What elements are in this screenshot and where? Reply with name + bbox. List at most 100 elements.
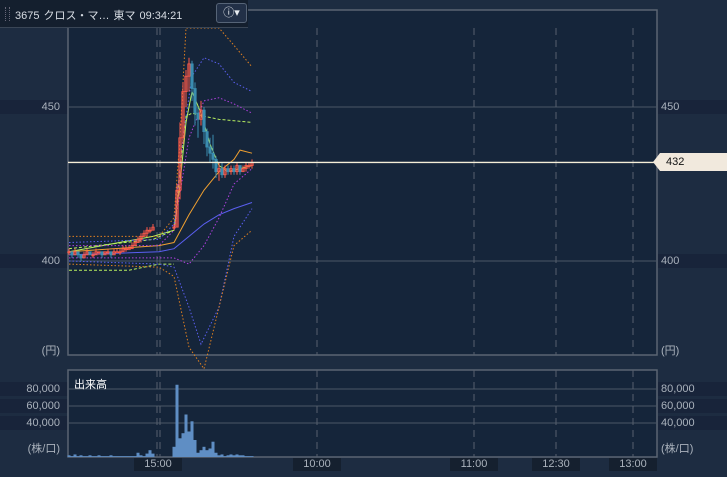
drag-handle-icon[interactable] (5, 7, 10, 21)
volume-bar (247, 456, 251, 457)
candle-body (238, 165, 242, 173)
volume-tick-left: 80,000 (26, 383, 60, 395)
volume-bar (145, 453, 149, 457)
volume-tick-right: 40,000 (661, 417, 695, 429)
candle-body (232, 168, 236, 173)
candle-body (133, 242, 137, 247)
candle-body (202, 109, 206, 133)
volume-bar (151, 453, 155, 457)
volume-panel (67, 369, 658, 458)
volume-bar (124, 456, 128, 457)
candle-body (244, 165, 248, 170)
volume-bar (148, 450, 152, 457)
volume-bar (118, 456, 122, 457)
candle-body (88, 251, 92, 256)
axis-band (0, 254, 68, 268)
stock-name: クロス・マ… (43, 10, 110, 22)
info-dropdown-button[interactable]: ⓘ▾ (216, 3, 247, 23)
volume-bar (184, 414, 188, 457)
candle-body (76, 251, 80, 256)
indicator-line (68, 202, 253, 256)
volume-bar (241, 455, 245, 457)
volume-bar (232, 455, 236, 457)
axis-band (0, 416, 68, 430)
volume-bar (67, 455, 71, 457)
volume-unit-right: (株/口) (661, 443, 694, 455)
volume-bar (130, 456, 134, 457)
volume-bar (211, 441, 215, 457)
axis-band (0, 100, 68, 114)
time-label: 15:00 (134, 458, 182, 471)
indicator-line (69, 168, 253, 265)
volume-bar (112, 456, 116, 457)
price-tick-left: 450 (41, 101, 60, 113)
current-price-tag: 432 (653, 153, 727, 171)
candle-body (229, 168, 233, 173)
candle-body (97, 251, 101, 254)
volume-bar (214, 452, 218, 457)
indicator-line (68, 149, 253, 253)
volume-bar (196, 452, 200, 457)
volume-bar (202, 446, 206, 457)
volume-bar (142, 456, 146, 457)
volume-bar (193, 440, 197, 457)
candle-body (223, 168, 227, 176)
volume-bar (103, 456, 107, 457)
axis-band (0, 382, 68, 396)
candle-body (205, 131, 209, 148)
price-unit-left: (円) (41, 345, 60, 357)
time-label: 10:00 (293, 458, 341, 471)
candle-body (100, 251, 104, 256)
volume-bar (187, 431, 191, 457)
header-info: 3675 クロス・マ… 東マ 09:34:21 (15, 7, 186, 23)
candle-body (85, 251, 89, 256)
volume-bar (97, 455, 101, 457)
info-icon: ⓘ▾ (223, 7, 240, 19)
axis-band (658, 416, 727, 430)
candle-body (112, 251, 116, 256)
volume-bar (127, 456, 131, 457)
volume-bar (70, 456, 74, 457)
volume-bar (238, 455, 242, 457)
candle-body (211, 152, 215, 160)
candle-body (190, 63, 194, 89)
candle-body (241, 168, 245, 173)
volume-bar (121, 456, 125, 457)
volume-title: 出来高 (74, 379, 107, 391)
price-tick-right: 450 (661, 101, 680, 113)
volume-bar (190, 421, 194, 457)
candle-body (178, 137, 182, 191)
indicator-line (68, 208, 253, 346)
candle-body (139, 235, 143, 240)
candle-body (103, 251, 107, 256)
price-tick-right: 400 (661, 255, 680, 267)
time-label: 11:00 (450, 458, 498, 471)
candle-body (181, 91, 185, 139)
candle-body (109, 251, 113, 256)
candle-body (142, 232, 146, 237)
volume-bar (244, 456, 248, 457)
candle-body (193, 88, 197, 114)
volume-bar (208, 448, 212, 457)
candle-body (79, 254, 83, 259)
volume-bar (85, 456, 89, 457)
candle-body (151, 226, 155, 231)
volume-bar (175, 384, 179, 457)
volume-bar (115, 456, 119, 457)
indicator-line (68, 112, 253, 250)
volume-bar (94, 456, 98, 457)
candle-body (115, 251, 119, 254)
axis-band (658, 382, 727, 396)
candle-body (130, 245, 134, 250)
volume-unit-left: (株/口) (27, 443, 60, 455)
volume-bar (172, 446, 176, 457)
indicator-line (68, 229, 253, 370)
candle-body (235, 165, 239, 173)
volume-bar (229, 454, 233, 457)
candle-body (73, 251, 77, 256)
time-label: 13:00 (609, 458, 657, 471)
volume-tick-right: 60,000 (661, 400, 695, 412)
price-tick-left: 400 (41, 255, 60, 267)
volume-bar (235, 454, 239, 457)
